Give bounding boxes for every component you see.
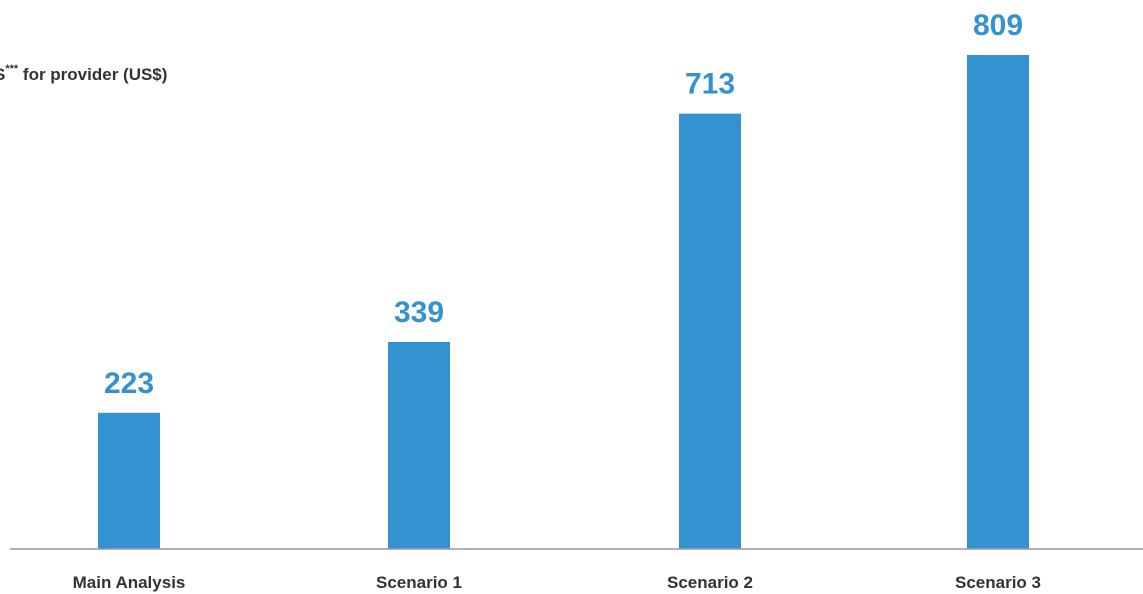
category-label-4: Scenario 3 xyxy=(955,573,1041,592)
value-label-2: 339 xyxy=(394,296,444,329)
category-label-1: Main Analysis xyxy=(73,573,186,592)
bar-4 xyxy=(967,55,1029,549)
value-label-3: 713 xyxy=(685,68,735,101)
y-axis-label-main: S xyxy=(0,65,5,84)
bar-2 xyxy=(388,341,450,549)
bar-1 xyxy=(98,412,160,549)
value-labels-group: 223 339 713 809 xyxy=(104,9,1023,400)
category-label-3: Scenario 2 xyxy=(667,573,753,592)
y-axis-label: S*** for provider (US$) xyxy=(0,63,167,84)
bars-group xyxy=(98,55,1029,550)
y-axis-label-rest: for provider (US$) xyxy=(18,65,167,84)
bar-3 xyxy=(679,113,741,550)
value-label-1: 223 xyxy=(104,367,154,400)
y-axis-label-superscript: *** xyxy=(5,63,19,75)
value-label-4: 809 xyxy=(973,9,1023,42)
category-labels-group: Main Analysis Scenario 1 Scenario 2 Scenari… xyxy=(73,573,1041,592)
category-label-2: Scenario 1 xyxy=(376,573,462,592)
